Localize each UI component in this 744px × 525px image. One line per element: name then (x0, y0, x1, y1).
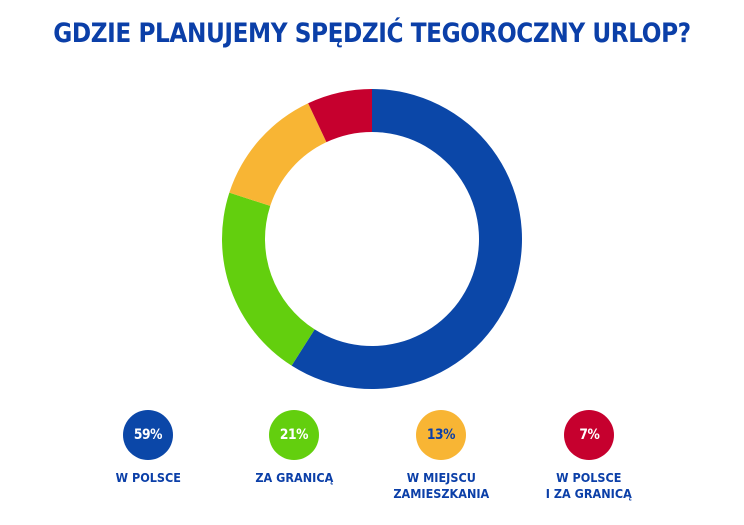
legend-badge: 13% (416, 410, 466, 460)
legend-label: W MIEJSCU ZAMIESZKANIA (393, 470, 489, 501)
legend-value: 7% (578, 427, 600, 443)
donut-slice-1 (291, 89, 522, 389)
donut-slice-2 (221, 192, 315, 366)
legend-item-w-polsce: 59% W POLSCE (73, 410, 223, 486)
legend-label: W POLSCE (115, 470, 181, 485)
legend-item-w-polsce-i-za-granica: 7% W POLSCE I ZA GRANICĄ (514, 410, 664, 502)
legend-label: W POLSCE I ZA GRANICĄ (545, 470, 633, 501)
legend-item-w-miejscu-zamieszkania: 13% W MIEJSCU ZAMIESZKANIA (366, 410, 516, 502)
chart-title: GDZIE PLANUJEMY SPĘDZIĆ TEGOROCZNY URLOP… (53, 18, 691, 49)
donut-slice-4 (308, 89, 372, 143)
legend-label: ZA GRANICĄ (255, 470, 333, 485)
legend: 59% W POLSCE 21% ZA GRANICĄ 13% W MIEJSC… (0, 410, 744, 520)
legend-value: 13% (426, 427, 456, 443)
legend-value: 21% (279, 427, 309, 443)
donut-slice-3 (229, 103, 327, 206)
donut-slices (221, 89, 522, 389)
legend-badge: 21% (269, 410, 319, 460)
legend-value: 59% (133, 427, 163, 443)
legend-badge: 7% (564, 410, 614, 460)
legend-item-za-granica: 21% ZA GRANICĄ (219, 410, 369, 486)
legend-badge: 59% (123, 410, 173, 460)
